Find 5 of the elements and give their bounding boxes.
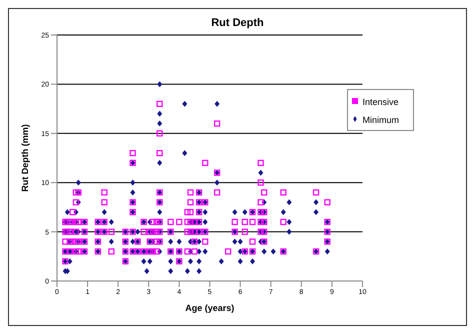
chart-title: Rut Depth (210, 17, 265, 29)
y-axis-title: Rut Depth (mm) (20, 124, 30, 192)
legend-label: Minimum (362, 115, 399, 125)
legend-label: Intensive (362, 97, 399, 107)
x-axis-title: Age (years) (185, 303, 234, 313)
